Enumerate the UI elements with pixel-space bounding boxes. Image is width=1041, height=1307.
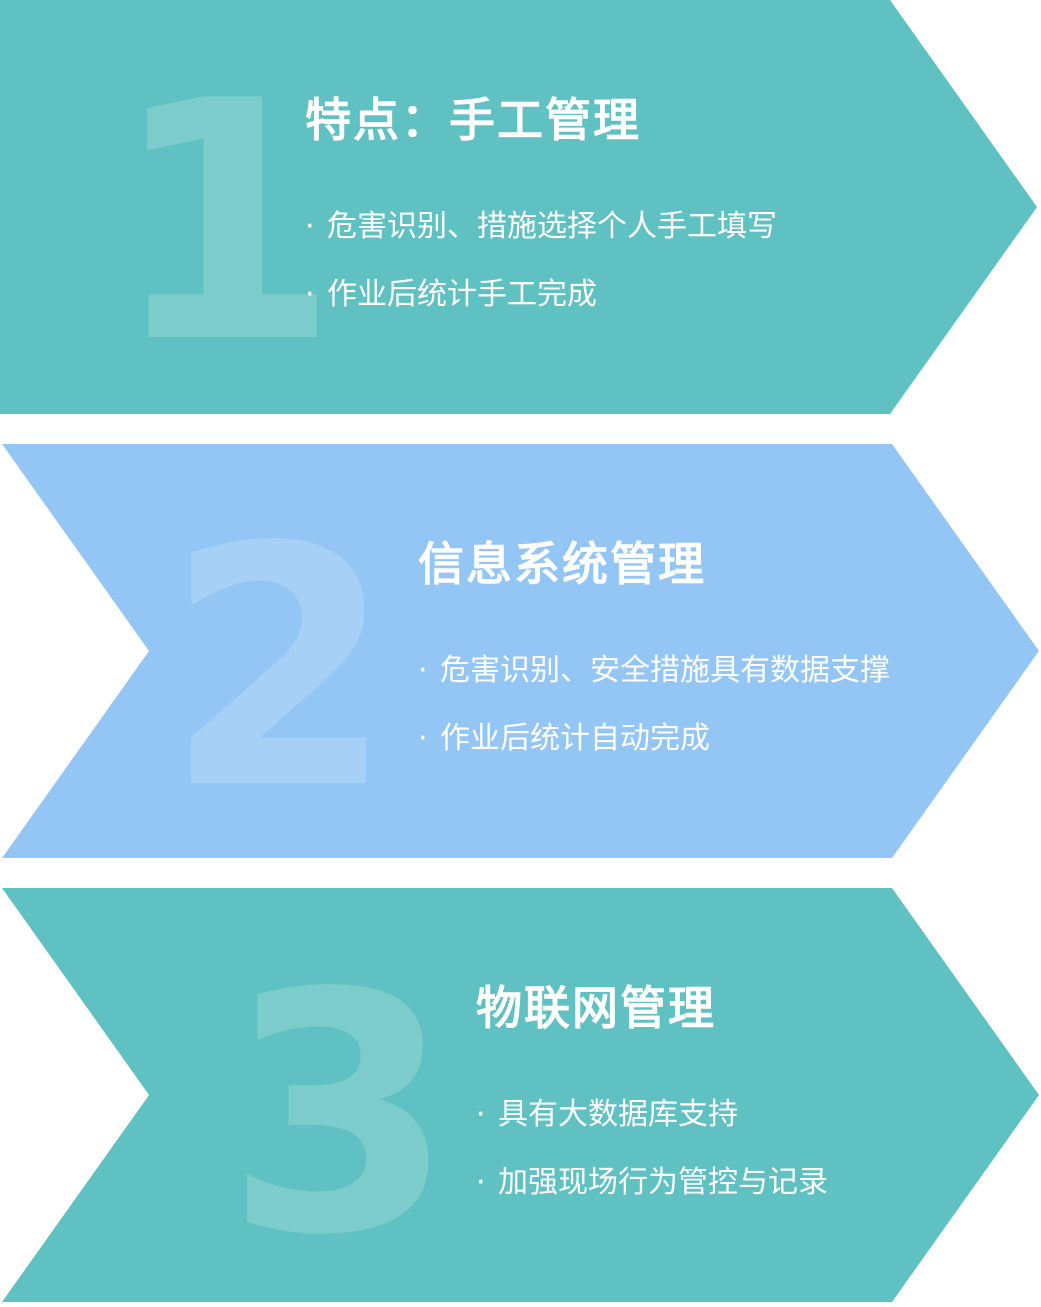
bullet-text: 作业后统计手工完成 <box>327 277 597 312</box>
stage-2-chevron <box>2 444 1039 858</box>
stage-2-shape <box>2 444 1039 858</box>
list-item: · 具有大数据库支持 <box>476 1095 828 1163</box>
bullet-text: 具有大数据库支持 <box>498 1097 738 1132</box>
bullet-dot-icon: · <box>305 209 315 244</box>
bullet-text: 危害识别、措施选择个人手工填写 <box>327 209 777 244</box>
list-item: · 作业后统计自动完成 <box>418 719 890 787</box>
stage-2-bullets: · 危害识别、安全措施具有数据支撑 · 作业后统计自动完成 <box>418 651 890 787</box>
stage-1-chevron <box>0 0 1037 414</box>
stage-3-arrow: 3 物联网管理 · 具有大数据库支持 · 加强现场行为管控与记录 <box>0 888 1041 1302</box>
stage-3-bullets: · 具有大数据库支持 · 加强现场行为管控与记录 <box>476 1095 828 1231</box>
bullet-dot-icon: · <box>305 277 315 312</box>
stage-3-number: 3 <box>225 923 455 1307</box>
list-item: · 危害识别、安全措施具有数据支撑 <box>418 651 890 719</box>
stage-1-bullets: · 危害识别、措施选择个人手工填写 · 作业后统计手工完成 <box>305 207 777 343</box>
bullet-dot-icon: · <box>418 653 428 688</box>
stage-2-title: 信息系统管理 <box>418 537 706 591</box>
stage-3-title: 物联网管理 <box>476 981 716 1035</box>
stage-1-shape <box>0 0 1037 414</box>
stage-1-arrow: 1 特点：手工管理 · 危害识别、措施选择个人手工填写 · 作业后统计手工完成 <box>0 0 1041 414</box>
list-item: · 危害识别、措施选择个人手工填写 <box>305 207 777 275</box>
bullet-dot-icon: · <box>418 721 428 756</box>
stage-1-number: 1 <box>110 31 340 415</box>
list-item: · 加强现场行为管控与记录 <box>476 1163 828 1231</box>
stage-3-chevron <box>2 888 1039 1302</box>
bullet-text: 加强现场行为管控与记录 <box>498 1165 828 1200</box>
bullet-text: 作业后统计自动完成 <box>440 721 710 756</box>
list-item: · 作业后统计手工完成 <box>305 275 777 343</box>
stage-2-number: 2 <box>165 477 395 861</box>
bullet-dot-icon: · <box>476 1097 486 1132</box>
bullet-dot-icon: · <box>476 1165 486 1200</box>
stage-3-shape <box>2 888 1039 1302</box>
bullet-text: 危害识别、安全措施具有数据支撑 <box>440 653 890 688</box>
stage-2-arrow: 2 信息系统管理 · 危害识别、安全措施具有数据支撑 · 作业后统计自动完成 <box>0 444 1041 858</box>
stage-1-title: 特点：手工管理 <box>305 93 641 147</box>
